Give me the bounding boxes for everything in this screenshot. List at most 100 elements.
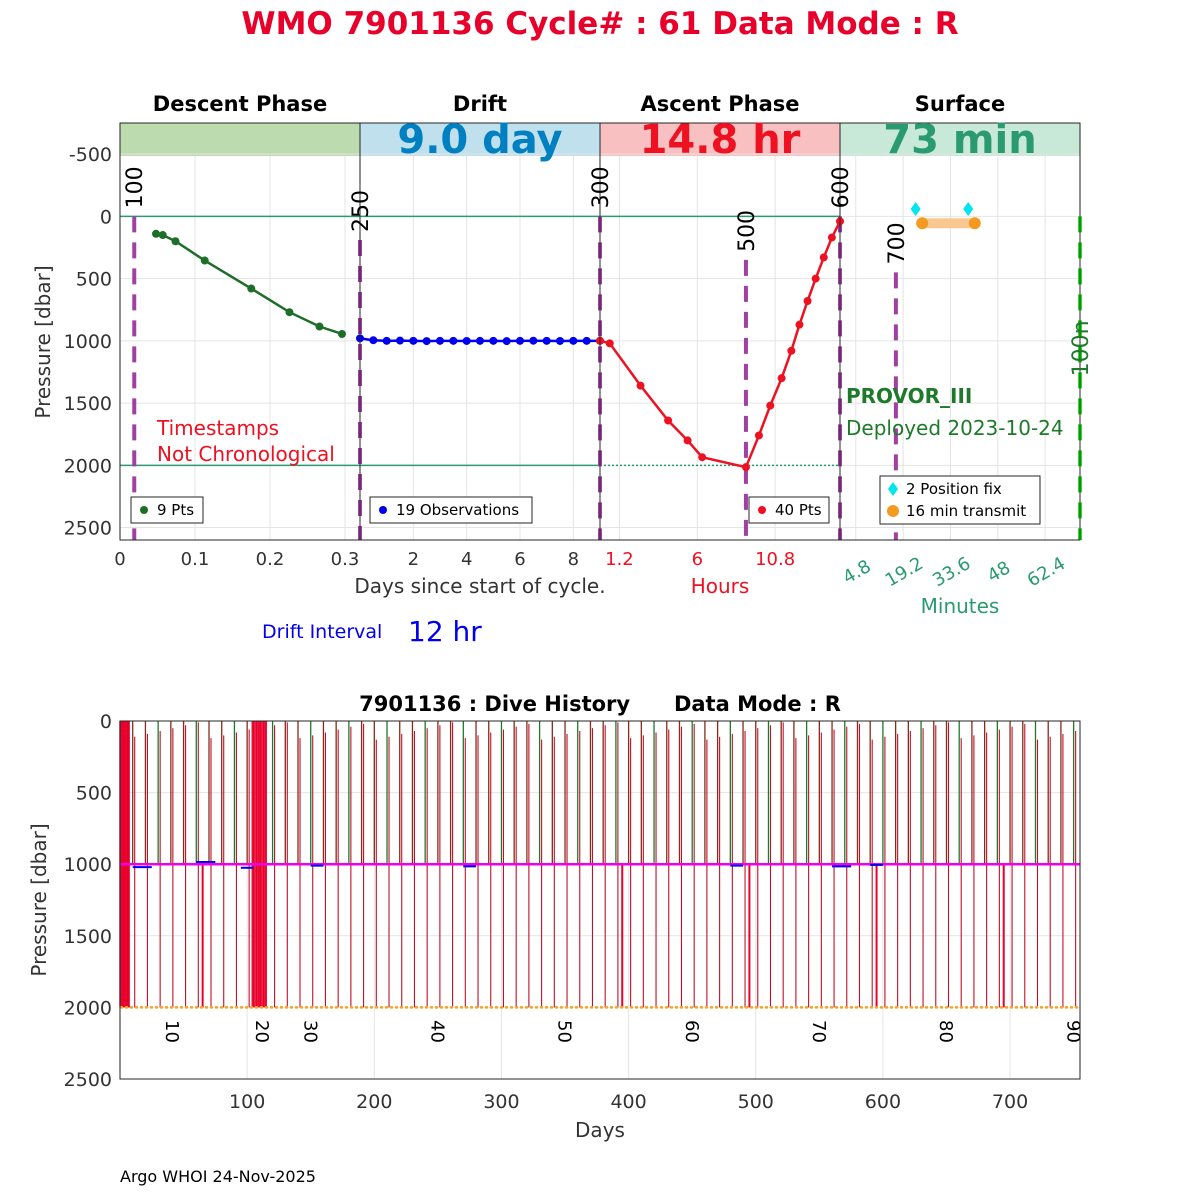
bottom-x-axis-label: Days bbox=[575, 1118, 625, 1142]
phase-header-2: Ascent Phase bbox=[641, 92, 800, 116]
top-y-tick-label: 1000 bbox=[64, 331, 112, 353]
ascent-point bbox=[803, 297, 812, 306]
drift-point bbox=[556, 336, 564, 345]
ascent-point bbox=[683, 436, 692, 445]
drift-point bbox=[369, 336, 378, 345]
ascent-point bbox=[787, 346, 796, 355]
drift-point bbox=[542, 336, 551, 345]
top-x-tick-label: 6 bbox=[514, 549, 525, 570]
footer-credit: Argo WHOI 24-Nov-2025 bbox=[120, 1167, 316, 1186]
phase-duration-2: 14.8 hr bbox=[640, 117, 801, 163]
phase-marker-label-1: 250 bbox=[349, 190, 374, 232]
top-x-tick-label: 8 bbox=[568, 549, 579, 570]
position-fix-point bbox=[963, 201, 974, 216]
bottom-title: 7901136 : Dive History Data Mode : R bbox=[359, 692, 841, 716]
ascent-point bbox=[664, 416, 673, 425]
drift-legend-text: 19 Observations bbox=[396, 501, 519, 519]
cycle-number-label: 40 bbox=[427, 1020, 448, 1043]
ascent-legend-marker bbox=[758, 506, 766, 514]
ascent-x-axis-label: Hours bbox=[691, 574, 750, 598]
position-fix-point bbox=[910, 201, 921, 216]
deployed-label: Deployed 2023-10-24 bbox=[846, 416, 1064, 440]
top-x-tick-label: 0.2 bbox=[256, 549, 285, 570]
bottom-y-tick-label: 1000 bbox=[64, 854, 112, 876]
surface-x-tick-label: 48 bbox=[984, 557, 1014, 587]
top-y-tick-label: 1500 bbox=[64, 393, 112, 415]
phase-header-1: Drift bbox=[453, 92, 507, 116]
top-x-tick-label: 4 bbox=[461, 549, 472, 570]
phase-band-3 bbox=[840, 123, 1080, 156]
cycle-number-label: 90 bbox=[1062, 1020, 1083, 1043]
drift-point bbox=[489, 336, 498, 345]
cycle-number-label: 60 bbox=[681, 1020, 702, 1043]
bottom-x-tick-label: 300 bbox=[483, 1091, 519, 1113]
transmit-point bbox=[916, 217, 929, 230]
drift-point bbox=[382, 336, 391, 345]
descent-point bbox=[338, 329, 346, 338]
drift-point bbox=[529, 336, 538, 345]
drift-legend-box bbox=[369, 496, 533, 524]
drift-point bbox=[409, 336, 418, 345]
ascent-point bbox=[754, 431, 763, 440]
surface-legend-text: 2 Position fix bbox=[906, 480, 1002, 498]
cycle-number-label: 50 bbox=[554, 1020, 575, 1043]
phase-marker-label-6: 100n bbox=[1069, 320, 1094, 376]
top-x-tick-label: 1.2 bbox=[605, 549, 634, 570]
cycle-number-label: 30 bbox=[299, 1020, 320, 1043]
surface-x-tick-label: 4.8 bbox=[839, 556, 874, 589]
top-panel: Pressure [dbar] Days since start of cycl… bbox=[31, 92, 1094, 648]
descent-line bbox=[155, 232, 343, 336]
surface-x-tick-label: 33.6 bbox=[929, 553, 974, 591]
surface-x-tick-label: 62.4 bbox=[1024, 553, 1069, 591]
drift-point bbox=[569, 336, 578, 345]
cycle-number-label: 70 bbox=[808, 1020, 829, 1043]
drift-x-axis-label: Days since start of cycle. bbox=[354, 574, 605, 598]
descent-point bbox=[247, 284, 256, 293]
surface-legend-box bbox=[879, 475, 1041, 525]
bottom-x-tick-label: 700 bbox=[992, 1091, 1028, 1113]
top-y-tick-label: 2500 bbox=[64, 518, 112, 540]
bottom-plot-frame bbox=[119, 720, 1081, 1080]
transmit-point bbox=[968, 217, 981, 230]
float-type-label: PROVOR_III bbox=[846, 384, 972, 408]
ascent-point bbox=[777, 374, 786, 383]
figure-title: WMO 7901136 Cycle# : 61 Data Mode : R bbox=[241, 6, 958, 42]
bottom-y-tick-label: 0 bbox=[100, 711, 112, 733]
drift-interval-value: 12 hr bbox=[408, 615, 482, 648]
ascent-point bbox=[827, 233, 836, 242]
bottom-x-tick-label: 400 bbox=[610, 1091, 646, 1113]
phase-header-0: Descent Phase bbox=[153, 92, 327, 116]
drift-point bbox=[422, 337, 431, 346]
descent-legend-text: 9 Pts bbox=[157, 501, 194, 519]
timestamps-note-line1: Timestamps bbox=[156, 416, 279, 440]
surface-x-axis-label: Minutes bbox=[921, 594, 1000, 618]
drift-point bbox=[476, 336, 484, 345]
timestamps-note-line2: Not Chronological bbox=[157, 442, 335, 466]
ascent-point bbox=[741, 463, 750, 472]
top-x-tick-label: 2 bbox=[408, 549, 419, 570]
drift-point bbox=[502, 337, 511, 346]
phase-band-0 bbox=[120, 123, 360, 156]
drift-point bbox=[396, 336, 404, 345]
bottom-y-tick-label: 500 bbox=[76, 783, 112, 805]
top-y-tick-label: -500 bbox=[69, 144, 112, 166]
drift-point bbox=[449, 336, 458, 345]
phase-band-1 bbox=[360, 123, 600, 156]
ascent-point bbox=[605, 339, 614, 348]
top-y-tick-label: 2000 bbox=[64, 455, 112, 477]
phase-band-2 bbox=[600, 123, 840, 156]
phase-header-3: Surface bbox=[915, 92, 1005, 116]
top-x-tick-label: 10.8 bbox=[755, 549, 795, 570]
surface-legend-marker bbox=[888, 482, 898, 496]
descent-point bbox=[158, 231, 167, 240]
ascent-line bbox=[599, 220, 842, 469]
top-y-tick-label: 0 bbox=[100, 206, 112, 228]
phase-marker-label-5: 700 bbox=[885, 222, 910, 264]
drift-interval-label: Drift Interval bbox=[262, 621, 382, 643]
descent-legend-marker bbox=[140, 506, 148, 514]
descent-point bbox=[152, 229, 160, 238]
surface-legend-text: 16 min transmit bbox=[906, 502, 1026, 520]
drift-legend-marker bbox=[379, 506, 387, 514]
top-x-tick-label: 0.3 bbox=[331, 549, 360, 570]
